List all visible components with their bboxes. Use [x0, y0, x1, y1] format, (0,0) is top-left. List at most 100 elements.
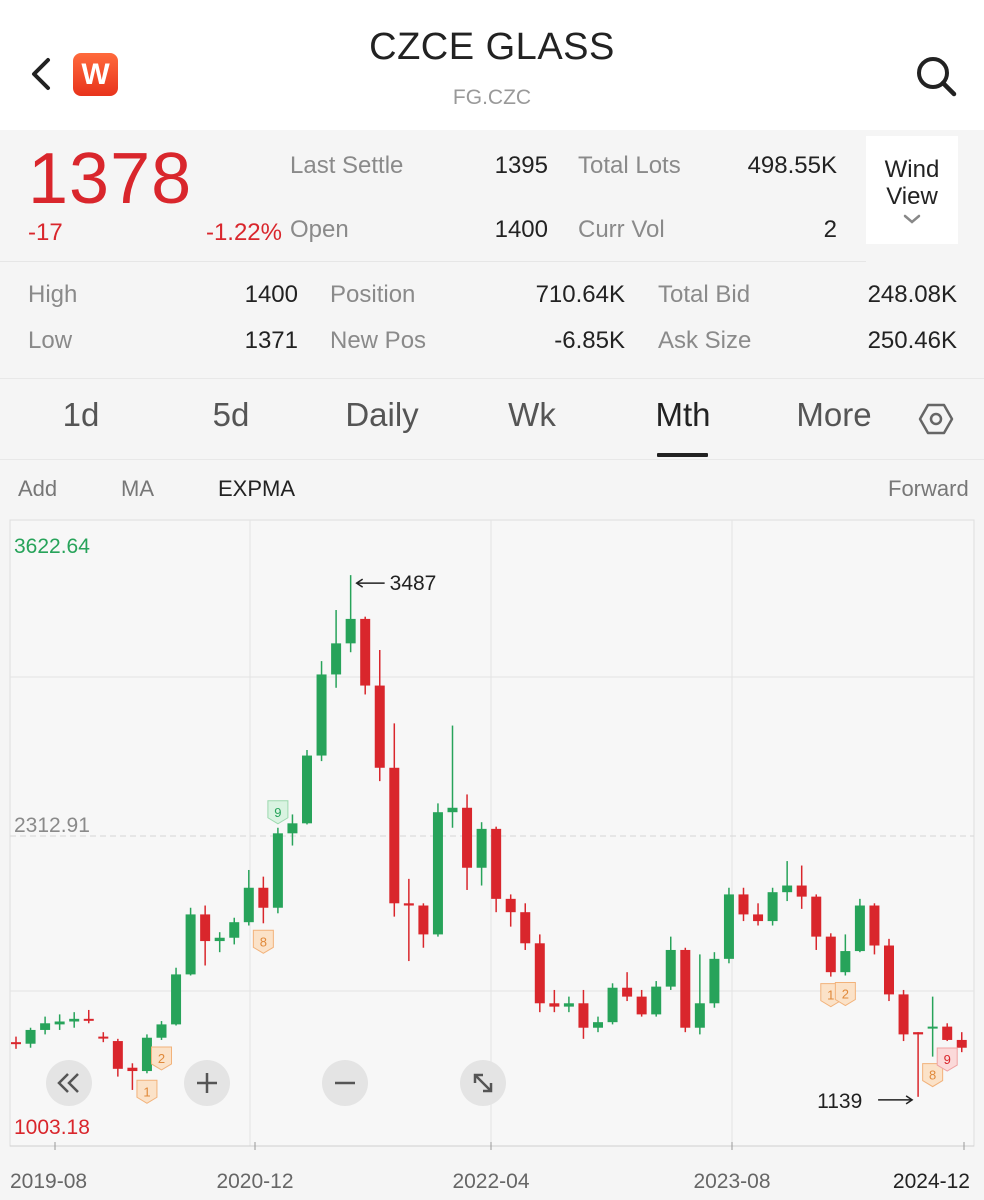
candle-body [898, 994, 909, 1035]
candle-body [825, 936, 836, 973]
open-label: Open [290, 216, 349, 243]
candle-body [578, 1003, 589, 1028]
candle-body [11, 1042, 21, 1045]
candle-body [243, 887, 254, 923]
candle [898, 989, 909, 1042]
candle-body [709, 958, 720, 1004]
candle [432, 803, 443, 937]
candle [709, 952, 720, 1008]
candle-body [360, 618, 371, 686]
td-marker: 8 [252, 929, 274, 954]
new-pos-value: -6.85K [554, 327, 625, 354]
back-button[interactable] [26, 52, 60, 96]
candle-body [229, 922, 240, 938]
candle [680, 947, 691, 1033]
candle [54, 1014, 65, 1030]
td-marker-label: 2 [158, 1051, 165, 1066]
candle [520, 903, 531, 950]
candle [331, 610, 342, 688]
low-label: Low [28, 327, 73, 354]
expand-icon [473, 1073, 493, 1093]
tab-5d[interactable]: 5d [212, 396, 250, 433]
candle-body [694, 1003, 705, 1028]
td-marker-label: 8 [929, 1068, 936, 1083]
chart-settings-button[interactable] [918, 401, 954, 437]
candle-body [796, 885, 807, 897]
candle [869, 903, 880, 955]
candle-body [331, 643, 342, 675]
tab-monthly[interactable]: Mth [655, 396, 711, 433]
candle-body [505, 898, 516, 913]
high-value: 1400 [244, 281, 298, 308]
candle [811, 894, 822, 950]
add-indicator-button[interactable]: Add [18, 476, 58, 501]
app-logo[interactable]: W [73, 53, 118, 96]
td-marker-label: 8 [260, 934, 267, 949]
expma-indicator[interactable]: EXPMA [218, 476, 296, 501]
candle [767, 887, 778, 926]
curr-vol-label: Curr Vol [578, 216, 665, 243]
candle [753, 903, 764, 926]
candle-body [345, 618, 356, 644]
total-bid-label: Total Bid [658, 281, 751, 308]
search-icon [917, 57, 957, 97]
candle [403, 878, 414, 962]
td-marker-label: 9 [944, 1052, 951, 1067]
candle [840, 934, 851, 976]
ma-indicator[interactable]: MA [121, 476, 154, 501]
candle-body [418, 905, 429, 935]
candle-body [491, 828, 502, 899]
candle [723, 887, 734, 964]
candle [389, 723, 400, 917]
search-button[interactable] [912, 52, 960, 100]
candle [141, 1034, 152, 1074]
candle [927, 996, 938, 1057]
candle [956, 1032, 967, 1053]
candle-body [636, 996, 647, 1015]
candle [636, 989, 647, 1017]
candle [345, 575, 356, 653]
forward-adjust-toggle[interactable]: Forward [888, 476, 969, 501]
candle-body [258, 887, 269, 908]
tab-more[interactable]: More [796, 396, 872, 433]
candle [243, 869, 254, 926]
candle [738, 887, 749, 922]
candle-body [651, 986, 662, 1015]
tab-daily[interactable]: Daily [345, 396, 419, 433]
last-settle-label: Last Settle [290, 152, 404, 179]
candle [505, 894, 516, 927]
td-marker: 2 [151, 1046, 172, 1071]
candle [83, 1009, 94, 1024]
wind-view-button[interactable]: Wind View [866, 136, 958, 244]
candle [593, 1016, 603, 1033]
candle-body [563, 1003, 574, 1007]
scroll-left-button[interactable] [46, 1060, 92, 1106]
zoom-out-button[interactable] [322, 1060, 368, 1106]
candle-body [287, 823, 298, 834]
candle-body [607, 987, 618, 1023]
candle [563, 996, 574, 1013]
candle-body [141, 1037, 152, 1072]
y-axis-max-label: 3622.64 [14, 535, 90, 558]
candle [796, 865, 807, 909]
zoom-in-button[interactable] [184, 1060, 230, 1106]
candle-body [593, 1022, 603, 1028]
candle-body [913, 1032, 924, 1035]
fullscreen-button[interactable] [460, 1060, 506, 1106]
candle-body [927, 1026, 938, 1029]
candle [69, 1012, 80, 1028]
tab-1d[interactable]: 1d [62, 396, 100, 433]
candle-body [374, 685, 385, 768]
candle-body [476, 828, 487, 868]
double-chevron-left-icon [57, 1073, 79, 1093]
candle-body [549, 1003, 560, 1007]
position-label: Position [330, 281, 416, 308]
candle [782, 861, 793, 902]
tab-weekly[interactable]: Wk [508, 396, 556, 433]
total-lots-label: Total Lots [578, 152, 681, 179]
candle [112, 1038, 123, 1077]
candle-body [432, 812, 443, 935]
wind-view-line2: View [886, 183, 938, 210]
td-marker: 9 [936, 1047, 958, 1072]
